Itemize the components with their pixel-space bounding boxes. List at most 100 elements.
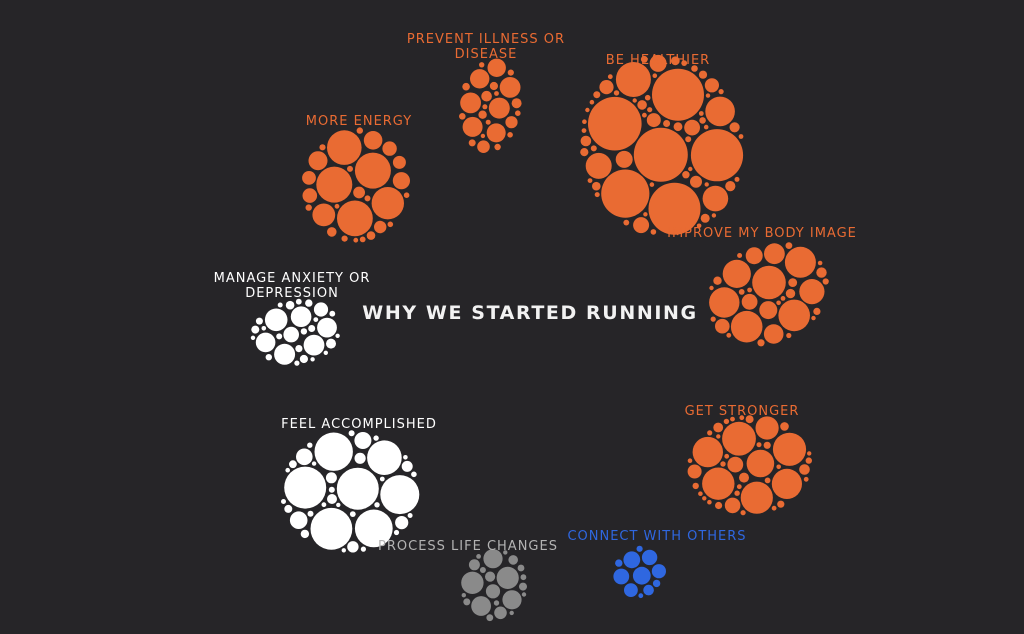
bubble	[327, 227, 337, 237]
bubble	[724, 497, 741, 514]
bubble	[740, 481, 773, 514]
bubble	[643, 584, 654, 596]
bubble	[255, 317, 263, 325]
bubble	[729, 122, 740, 133]
cluster-7	[461, 549, 527, 622]
bubble	[313, 302, 329, 317]
bubble	[740, 510, 746, 516]
bubble	[354, 432, 372, 449]
bubble	[284, 504, 293, 513]
bubble	[736, 484, 742, 490]
bubble	[777, 500, 785, 508]
bubble	[341, 548, 346, 553]
bubble	[403, 455, 408, 460]
cluster-label: BE HEALTHIER	[606, 53, 710, 68]
cluster-8	[613, 545, 667, 599]
bubble	[684, 119, 700, 136]
bubble	[663, 120, 671, 127]
bubble	[485, 119, 491, 125]
bubble	[759, 301, 778, 320]
bubble	[692, 482, 699, 490]
bubble	[494, 91, 499, 96]
bubble	[289, 511, 308, 529]
bubble	[307, 442, 313, 448]
bubble	[374, 502, 380, 508]
bubble	[310, 507, 353, 550]
bubble	[481, 90, 492, 102]
bubble	[607, 74, 613, 80]
bubble	[403, 192, 410, 198]
bubble	[353, 186, 365, 199]
bubble	[515, 110, 521, 116]
bubble	[670, 56, 680, 66]
bubble	[640, 55, 648, 63]
bubble	[739, 415, 745, 421]
bubble	[463, 598, 471, 606]
bubble	[520, 574, 527, 581]
cluster-label: FEEL ACCOMPLISHED	[281, 417, 437, 432]
bubble	[720, 461, 726, 467]
bubble	[724, 453, 730, 459]
bubble	[308, 325, 316, 332]
bubble	[494, 606, 507, 620]
bubble	[726, 332, 732, 338]
bubble	[461, 571, 484, 594]
bubble	[698, 111, 704, 116]
bubble	[636, 545, 643, 552]
bubble	[496, 566, 519, 590]
bubble	[752, 265, 786, 300]
bubble	[283, 326, 300, 343]
bubble	[615, 62, 651, 97]
bubble	[771, 468, 803, 499]
cluster-2	[302, 127, 410, 243]
bubble	[303, 334, 325, 356]
bubble	[650, 229, 657, 235]
bubble	[585, 107, 590, 113]
cluster-6	[281, 430, 420, 553]
bubble	[479, 62, 485, 68]
bubble	[347, 165, 353, 172]
bubble	[364, 195, 371, 202]
bubble	[587, 178, 593, 184]
bubble	[757, 339, 765, 347]
bubble	[489, 81, 498, 91]
bubble	[632, 566, 651, 585]
cluster-label: PREVENT ILLNESS OR	[407, 32, 565, 47]
bubble	[648, 182, 701, 235]
bubble	[367, 440, 402, 476]
bubble	[336, 467, 379, 510]
bubble	[613, 568, 630, 585]
bubble	[710, 316, 716, 322]
bubble	[326, 338, 336, 349]
bubble	[713, 422, 724, 433]
bubble	[623, 551, 641, 569]
bubble	[704, 182, 709, 187]
bubble	[585, 152, 612, 179]
cluster-label: DEPRESSION	[245, 286, 339, 301]
bubble	[382, 141, 397, 156]
bubble	[508, 555, 518, 565]
bubble	[594, 192, 600, 198]
cluster-5	[687, 415, 812, 516]
bubble	[401, 460, 413, 472]
bubble	[321, 502, 327, 508]
bubble	[380, 475, 420, 515]
bubble	[707, 499, 712, 505]
bubble	[807, 451, 812, 456]
bubble	[308, 151, 328, 171]
bubble	[803, 476, 809, 482]
bubble	[690, 129, 744, 182]
bubble	[737, 253, 743, 258]
bubble	[479, 567, 486, 573]
bubble	[284, 466, 327, 509]
bubble	[261, 326, 267, 331]
bubble	[349, 511, 356, 517]
bubble	[392, 172, 410, 190]
bubble	[685, 136, 692, 143]
bubble	[387, 221, 394, 228]
bubble	[511, 98, 522, 109]
bubble	[327, 494, 337, 504]
bubble	[642, 112, 647, 118]
bubble	[323, 350, 328, 355]
bubble	[334, 203, 340, 209]
